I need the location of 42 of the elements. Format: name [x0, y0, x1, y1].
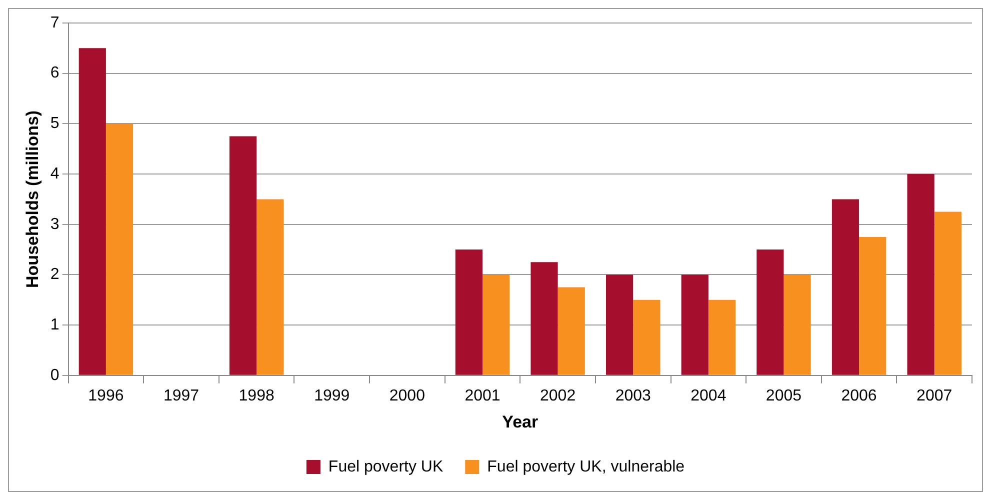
y-tick-label: 5 [50, 115, 60, 132]
x-tick-label: 2001 [464, 387, 500, 404]
legend-label: Fuel poverty UK [328, 458, 444, 476]
y-tick-label: 7 [50, 14, 60, 32]
x-axis-title: Year [502, 412, 538, 432]
x-tick-label: 2000 [389, 387, 426, 404]
bar [558, 287, 585, 375]
y-tick-label: 2 [50, 266, 60, 284]
y-tick-label: 3 [50, 216, 60, 233]
bar [78, 48, 106, 375]
x-tick-label: 2004 [690, 387, 726, 404]
legend-label: Fuel poverty UK, vulnerable [487, 458, 685, 476]
bar [934, 212, 962, 375]
x-tick-label: 2005 [766, 387, 802, 404]
bar [859, 236, 886, 375]
x-tick-label: 2007 [916, 387, 952, 404]
y-tick-label: 6 [50, 64, 60, 82]
bar [530, 262, 558, 375]
bar [606, 274, 634, 375]
y-tick-label: 1 [50, 316, 60, 334]
x-tick-label: 1997 [163, 387, 200, 404]
bar [832, 199, 860, 375]
bar [784, 274, 811, 375]
bar [633, 300, 660, 375]
x-tick-label: 2006 [841, 387, 877, 404]
bar [229, 136, 257, 375]
bar [106, 124, 134, 375]
x-tick-label: 2003 [615, 387, 652, 404]
y-axis-title: Households (millions) [22, 110, 42, 288]
bar [455, 250, 482, 375]
bar [708, 300, 736, 375]
bar [482, 274, 510, 375]
x-tick-label: 1999 [314, 387, 350, 404]
x-tick-label: 1996 [88, 387, 124, 404]
bar [681, 274, 708, 375]
x-tick-label: 2002 [540, 387, 576, 404]
y-tick-label: 0 [50, 366, 60, 384]
bar [256, 199, 284, 375]
x-tick-label: 1998 [238, 387, 274, 404]
bar [756, 250, 784, 375]
bar [907, 174, 934, 375]
y-tick-label: 4 [50, 165, 60, 182]
